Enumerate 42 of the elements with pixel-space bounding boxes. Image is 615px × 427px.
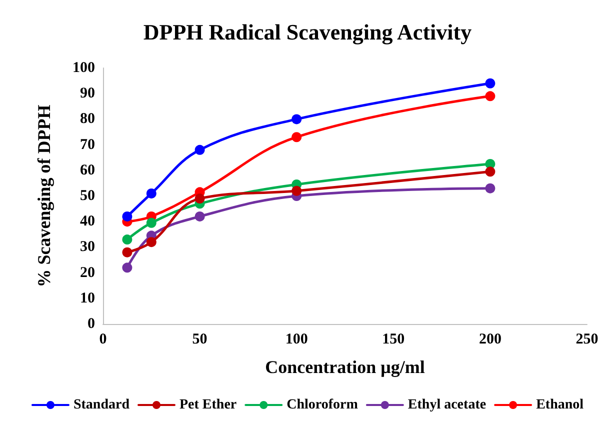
point	[292, 186, 302, 196]
x-tick-label: 0	[99, 332, 107, 348]
y-tick-label: 60	[80, 162, 95, 178]
point	[146, 188, 156, 198]
chart-title: DPPH Radical Scavenging Activity	[143, 20, 472, 44]
legend-label: Ethanol	[536, 398, 584, 412]
x-tick-label: 150	[382, 332, 405, 348]
y-tick-label: 80	[80, 111, 95, 128]
point	[194, 194, 205, 204]
point	[146, 218, 156, 228]
y-tick-label: 20	[80, 264, 95, 281]
x-tick-label: 50	[192, 332, 208, 348]
point	[485, 91, 496, 102]
y-tick-label: 40	[80, 214, 95, 230]
y-tick-label: 30	[80, 239, 95, 256]
point	[146, 237, 156, 248]
point	[194, 211, 205, 222]
point	[122, 262, 132, 273]
y-tick-label: 0	[88, 316, 95, 332]
point	[194, 144, 205, 155]
legend-label: Chloroform	[286, 398, 358, 412]
legend-label: Pet Ether	[179, 398, 237, 412]
y-tick-label: 70	[80, 136, 95, 153]
y-axis-title: % Scavenging of DPPH	[34, 104, 54, 288]
y-tick-label: 10	[80, 290, 95, 306]
point	[292, 114, 302, 124]
point	[485, 166, 496, 177]
point	[122, 247, 132, 258]
point	[485, 183, 496, 194]
point	[122, 211, 132, 222]
point	[292, 132, 302, 142]
x-axis-title: Concentration μg/ml	[265, 357, 425, 377]
x-tick-label: 200	[478, 332, 502, 348]
y-tick-label: 100	[72, 60, 95, 76]
legend-label: Standard	[73, 398, 130, 412]
y-tick-label: 50	[80, 188, 95, 204]
legend-label: Ethyl acetate	[408, 398, 486, 412]
x-tick-label: 100	[285, 332, 308, 348]
point	[122, 234, 132, 245]
y-tick-label: 90	[80, 86, 95, 102]
point	[485, 78, 496, 88]
x-tick-label: 250	[576, 332, 598, 348]
